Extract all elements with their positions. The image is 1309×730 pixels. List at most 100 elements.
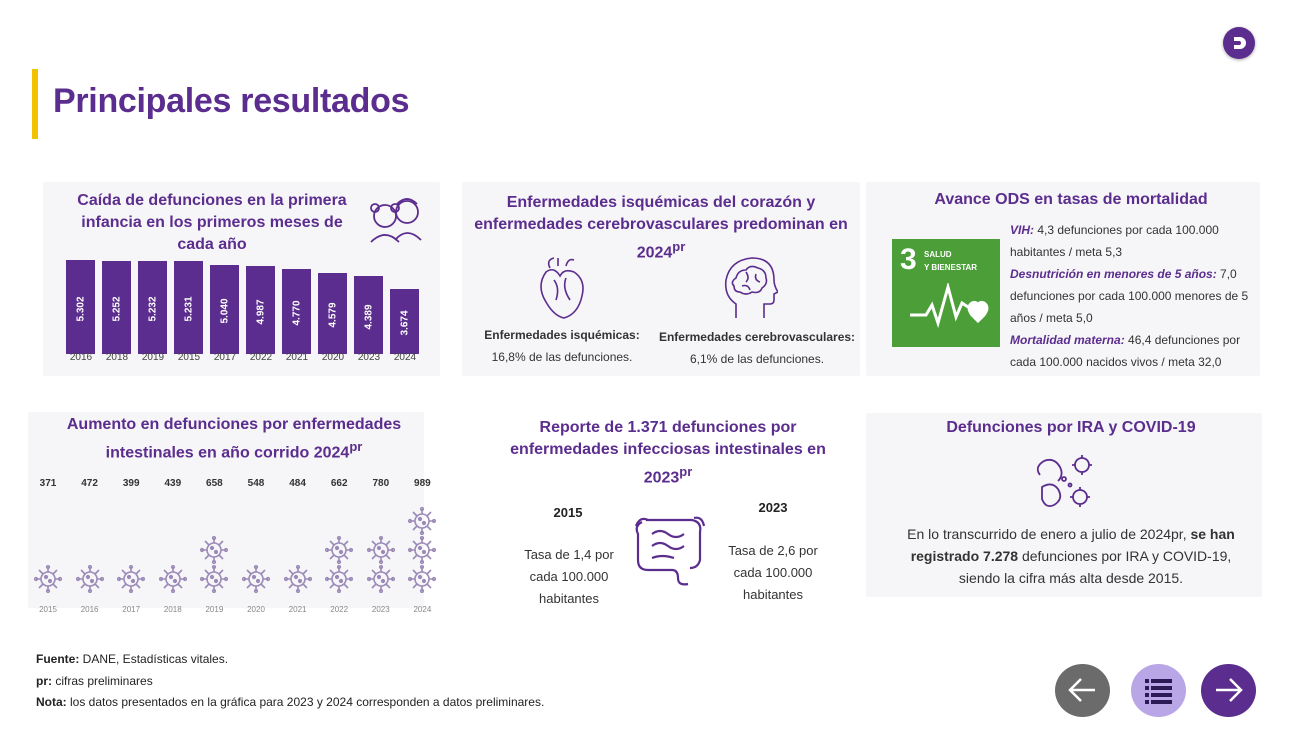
virus-icon (200, 564, 229, 598)
virus-icon (241, 564, 271, 598)
desnutricion-text: 7,0 defunciones por cada 100.000 menores… (1010, 267, 1249, 325)
back-button[interactable] (1055, 664, 1110, 717)
virus-icon (200, 535, 229, 569)
ira-text-part: defunciones por IRA y COVID-19, siendo l… (958, 548, 1232, 586)
left-rate-line: habitantes (539, 591, 599, 606)
column-value-2018: 439 (164, 478, 182, 489)
column-year-2021: 2021 (288, 605, 307, 614)
vih-label: VIH: (1010, 223, 1034, 237)
bacteria-icon (1036, 455, 1092, 508)
column-year-2024: 2024 (413, 605, 432, 614)
card-ira-covid: Defunciones por IRA y COVID-19 En lo tra… (866, 413, 1262, 597)
bar-2019: 5.232 (138, 261, 167, 354)
children-icon (370, 198, 422, 243)
vih-text: 4,3 defunciones por cada 100.000 habitan… (1010, 223, 1219, 259)
mortalidad-text: 46,4 defunciones por cada 100.000 nacido… (1010, 333, 1241, 369)
left-rate-line: cada 100.000 (529, 569, 609, 584)
virus-icon (408, 535, 437, 569)
bar-value-label: 4.770 (291, 300, 302, 326)
card5-title-sup: pr (679, 464, 693, 479)
card3-title: Avance ODS en tasas de mortalidad (934, 191, 1208, 208)
footer-pr: pr: cifras preliminares (36, 674, 153, 688)
note-label: Nota: (36, 695, 67, 709)
column-year-2022: 2022 (330, 605, 349, 614)
card5-title-line: Reporte de 1.371 defunciones por (539, 419, 797, 436)
bar-year-label: 2022 (249, 352, 273, 363)
card2-title-line: enfermedades cerebrovasculares predomina… (474, 216, 848, 233)
right-rate-line: cada 100.000 (733, 565, 813, 580)
pr-text: cifras preliminares (52, 674, 153, 688)
desnutricion-indicator: Desnutrición en menores de 5 años: 7,0 d… (1010, 263, 1255, 329)
column-year-2018: 2018 (163, 605, 182, 614)
card-intestinal-increase (28, 412, 424, 608)
card2-title-line: Enfermedades isquémicas del corazón y (506, 194, 816, 211)
column-year-2016: 2016 (80, 605, 99, 614)
ods-label-line: Y BIENESTAR (924, 263, 978, 272)
bar-2020: 4.579 (318, 273, 347, 354)
column-value-2024: 989 (414, 478, 431, 489)
next-button[interactable] (1201, 664, 1256, 717)
bar-year-label: 2018 (105, 352, 129, 363)
card5-title: Reporte de 1.371 defunciones por enferme… (478, 417, 858, 489)
bar-value-label: 4.389 (363, 304, 374, 330)
ods-indicators: VIH: 4,3 defunciones por cada 100.000 ha… (1010, 219, 1255, 373)
card5-title-line: enfermedades infecciosas intestinales en (510, 441, 826, 458)
column-value-2019: 658 (206, 478, 223, 489)
bar-2016: 5.302 (66, 260, 95, 354)
card6-title: Defunciones por IRA y COVID-19 (946, 419, 1196, 436)
bar-2018: 5.252 (102, 261, 131, 354)
column-value-2023: 780 (372, 478, 390, 489)
menu-button[interactable] (1131, 664, 1186, 717)
bar-value-label: 4.987 (255, 299, 266, 325)
heartbeat-icon (910, 283, 989, 329)
virus-icon (408, 564, 437, 598)
pr-label: pr: (36, 674, 52, 688)
page-title: Principales resultados (53, 82, 410, 120)
bar-chart: 5.302 5.252 5.232 5.231 5.040 4.987 4.770 4.579… (66, 260, 426, 354)
column-year-2023: 2023 (371, 605, 390, 614)
desnutricion-label: Desnutrición en menores de 5 años: (1010, 267, 1217, 281)
card1-title-line: Caída de defunciones en la primera (77, 192, 347, 209)
ira-covid-text: En lo transcurrido de enero a julio de 2… (890, 523, 1252, 589)
column-value-2020: 548 (247, 478, 265, 489)
virus-icon (366, 535, 395, 569)
card2-title-sup: pr (672, 239, 686, 254)
virus-icon (325, 535, 354, 569)
bar-2022: 4.987 (246, 266, 275, 354)
vih-indicator: VIH: 4,3 defunciones por cada 100.000 ha… (1010, 219, 1255, 263)
card4-title-line: intestinales en año corrido 2024 (105, 444, 350, 462)
bar-year-label: 2021 (285, 352, 309, 363)
card4-title-sup: pr (349, 439, 363, 454)
card4-title: Aumento en defunciones por enfermedades … (28, 414, 440, 464)
virus-pictogram-chart: 371 2015 472 2016 399 2017 439 2018 658 2019 548 20… (33, 474, 464, 616)
card1-title-line: infancia en los primeros meses de (81, 214, 343, 231)
column-value-2021: 484 (289, 478, 306, 489)
source-text: DANE, Estadísticas vitales. (79, 652, 229, 666)
heart-icon (540, 257, 584, 319)
column-year-2017: 2017 (122, 605, 141, 614)
intestine-icon (634, 516, 706, 586)
virus-icon (33, 564, 63, 598)
ischemic-label: Enfermedades isquémicas: (484, 328, 640, 342)
ods-3-badge: 3 SALUD Y BIENESTAR (892, 239, 1000, 347)
column-year-2019: 2019 (205, 605, 224, 614)
bar-value-label: 4.579 (327, 302, 338, 328)
bar-value-label: 5.302 (75, 296, 86, 322)
dane-logo-icon[interactable] (1223, 27, 1255, 59)
right-rate-line: Tasa de 2,6 por (728, 543, 818, 558)
virus-icon (75, 564, 104, 598)
mortalidad-indicator: Mortalidad materna: 46,4 defunciones por… (1010, 329, 1255, 373)
card1-title: Caída de defunciones en la primera infan… (67, 190, 357, 256)
bar-2017: 5.040 (210, 265, 239, 354)
bar-chart-years: 2016 2018 2019 2015 2017 2022 2021 2020 2023 2024 (66, 352, 426, 366)
card5-title-line: 2023 (643, 469, 680, 487)
bar-value-label: 5.232 (147, 296, 158, 322)
title-accent-bar (32, 69, 38, 139)
virus-icon (325, 564, 354, 598)
virus-icon (158, 564, 187, 598)
right-rate-line: habitantes (743, 587, 803, 602)
bar-year-label: 2019 (141, 352, 165, 363)
cerebro-value: 6,1% de las defunciones. (689, 352, 825, 366)
footer-note: Nota: los datos presentados en la gráfic… (36, 695, 544, 709)
bar-year-label: 2023 (357, 352, 381, 363)
